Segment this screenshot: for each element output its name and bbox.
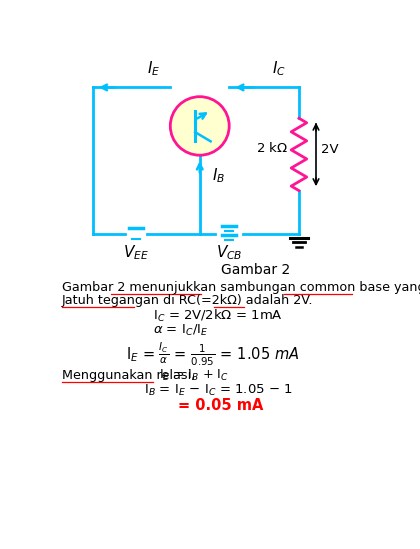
Text: 2V: 2V: [320, 143, 338, 156]
Text: Menggunakan relasi,: Menggunakan relasi,: [62, 368, 195, 382]
Text: $V_{CB}$: $V_{CB}$: [216, 243, 242, 261]
Text: $V_{EE}$: $V_{EE}$: [123, 243, 149, 261]
Text: Gambar 2: Gambar 2: [221, 263, 290, 277]
Circle shape: [170, 97, 229, 155]
Text: $I_C$: $I_C$: [272, 60, 286, 79]
Text: $I_B$: $I_B$: [212, 166, 225, 184]
Text: I$_E$ = I$_B$ + I$_C$: I$_E$ = I$_B$ + I$_C$: [155, 367, 229, 383]
Text: 2 k$\Omega$: 2 k$\Omega$: [256, 141, 288, 155]
Text: $\alpha$ = I$_C$/I$_E$: $\alpha$ = I$_C$/I$_E$: [153, 323, 209, 338]
Text: I$_C$ = 2V/2k$\Omega$ = 1mA: I$_C$ = 2V/2k$\Omega$ = 1mA: [153, 308, 283, 324]
Text: Jatuh tegangan di RC(=2kΩ) adalah 2V.: Jatuh tegangan di RC(=2kΩ) adalah 2V.: [62, 294, 313, 307]
Text: = 0.05 mA: = 0.05 mA: [178, 398, 263, 413]
Text: Gambar 2 menunjukkan sambungan common base yang diperlukan.: Gambar 2 menunjukkan sambungan common ba…: [62, 281, 420, 294]
Text: I$_E$ = $\frac{I_C}{\alpha}$ = $\frac{1}{0.95}$ = 1.05 $mA$: I$_E$ = $\frac{I_C}{\alpha}$ = $\frac{1}…: [126, 341, 299, 368]
Text: $I_E$: $I_E$: [147, 60, 160, 79]
Text: I$_B$ = I$_E$ $-$ I$_C$ = 1.05 $-$ 1: I$_B$ = I$_E$ $-$ I$_C$ = 1.05 $-$ 1: [144, 383, 293, 398]
